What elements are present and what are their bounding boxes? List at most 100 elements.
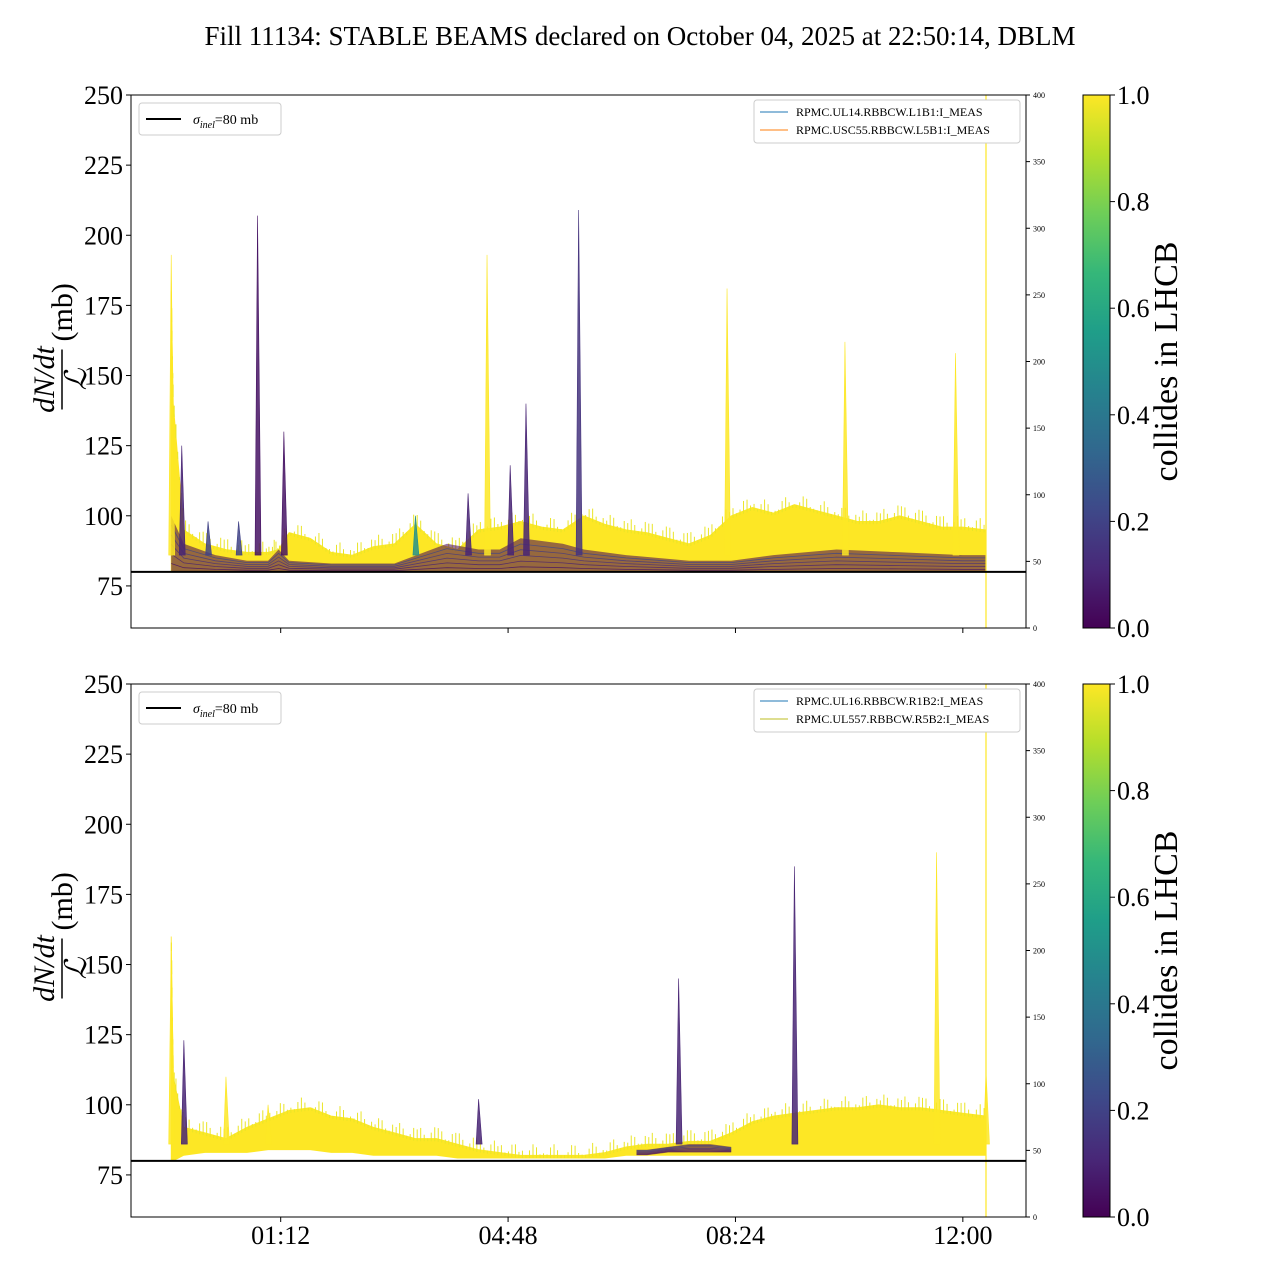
panel-bottom: 75 100 125 150 175 200 225 250 0 50 100 150 200 250 30… bbox=[28, 670, 1185, 1250]
right-ytick-label: 300 bbox=[1033, 813, 1045, 822]
colorbar-tick-label: 0.2 bbox=[1117, 1096, 1150, 1125]
panels: 75 100 125 150 175 200 225 250 0 50 100 150 200 250 30… bbox=[28, 81, 1185, 1250]
legend-rpmc-box bbox=[753, 99, 1021, 144]
colorbar-tick-label: 0.0 bbox=[1117, 1203, 1150, 1232]
purple-trace bbox=[636, 1146, 732, 1152]
colorbar-tick-label: 1.0 bbox=[1117, 81, 1150, 110]
legend-rpmc-label: RPMC.USC55.RBBCW.L5B1:I_MEAS bbox=[796, 123, 990, 137]
purple-trace bbox=[170, 553, 986, 570]
colorbar-gradient bbox=[1082, 683, 1111, 1218]
colorbar-tick-label: 0.4 bbox=[1117, 990, 1150, 1019]
legend-sigma-rest: =80 mb bbox=[215, 702, 258, 717]
spike-6 bbox=[791, 866, 799, 1145]
xtick-label: 08:24 bbox=[706, 1221, 765, 1250]
spike-13 bbox=[842, 341, 849, 556]
collides-purple-band bbox=[171, 515, 986, 572]
y-axis-label: dN/dt ℒ (mb) bbox=[28, 872, 93, 1002]
plot-area bbox=[168, 684, 990, 1217]
legend-sigma: σinel=80 mb bbox=[138, 691, 282, 725]
ytick-label: 75 bbox=[97, 572, 123, 601]
spike-7 bbox=[933, 852, 941, 1145]
right-ytick-label: 50 bbox=[1033, 1146, 1041, 1155]
right-ytick-label: 300 bbox=[1033, 224, 1045, 233]
legend-sigma-subscript: inel bbox=[200, 709, 215, 720]
right-ytick-label: 150 bbox=[1033, 1013, 1045, 1022]
panel-top: 75 100 125 150 175 200 225 250 0 50 100 150 200 250 30… bbox=[28, 81, 1185, 643]
spike-3 bbox=[235, 521, 243, 556]
ytick-label: 225 bbox=[84, 151, 123, 180]
spike-3 bbox=[265, 1104, 272, 1145]
colorbar-gradient bbox=[1082, 94, 1111, 629]
right-ytick-label: 150 bbox=[1033, 424, 1045, 433]
ytick-label: 225 bbox=[84, 740, 123, 769]
purple-trace bbox=[170, 534, 986, 567]
legend-rpmc-label: RPMC.UL14.RBBCW.L1B1:I_MEAS bbox=[796, 105, 983, 119]
y-axis-label: dN/dt ℒ (mb) bbox=[28, 283, 93, 413]
legend-rpmc-box bbox=[753, 688, 1021, 733]
legend-sigma-rest: =80 mb bbox=[215, 113, 258, 128]
spike-7 bbox=[465, 493, 472, 556]
right-ytick-label: 100 bbox=[1033, 1080, 1045, 1089]
right-ytick-label: 250 bbox=[1033, 291, 1045, 300]
spike-4 bbox=[254, 215, 262, 556]
right-ytick-label: 350 bbox=[1033, 158, 1045, 167]
ytick-label: 200 bbox=[84, 810, 123, 839]
colorbar-tick-label: 0.6 bbox=[1117, 883, 1150, 912]
spike-10 bbox=[523, 403, 530, 556]
colorbar-tick-label: 1.0 bbox=[1117, 670, 1150, 699]
purple-trace bbox=[636, 1149, 732, 1154]
colorbar-tick-label: 0.4 bbox=[1117, 401, 1150, 430]
right-ytick-label: 400 bbox=[1033, 91, 1045, 100]
right-ytick-label: 0 bbox=[1033, 1213, 1037, 1222]
figure-title: Fill 11134: STABLE BEAMS declared on Oct… bbox=[204, 21, 1075, 51]
spike-1 bbox=[178, 445, 186, 556]
purple-trace bbox=[636, 1145, 732, 1151]
legend-sigma-box bbox=[138, 691, 282, 725]
xtick-label: 12:00 bbox=[933, 1221, 992, 1250]
colorbar-tick-label: 0.2 bbox=[1117, 507, 1150, 536]
colorbar: 0.0 0.2 0.4 0.6 0.8 1.0 collides in LHCB bbox=[1082, 670, 1185, 1232]
colorbar-label: collides in LHCB bbox=[1148, 831, 1185, 1071]
ytick-label: 150 bbox=[84, 951, 123, 980]
ytick-label: 125 bbox=[84, 1021, 123, 1050]
spike-2 bbox=[223, 1076, 230, 1145]
colorbar-tick-label: 0.0 bbox=[1117, 614, 1150, 643]
ytick-label: 75 bbox=[97, 1161, 123, 1190]
spike-0 bbox=[168, 254, 176, 556]
right-ytick-label: 50 bbox=[1033, 557, 1041, 566]
legend-sigma-symbol: σ bbox=[193, 113, 201, 128]
y-label-denominator: ℒ bbox=[60, 956, 93, 979]
colorbar-tick-label: 0.8 bbox=[1117, 777, 1150, 806]
y-label-denominator: ℒ bbox=[60, 367, 93, 390]
purple-trace bbox=[636, 1150, 732, 1155]
spike-2 bbox=[205, 521, 212, 556]
xtick-label: 01:12 bbox=[251, 1221, 310, 1250]
legend-sigma-symbol: σ bbox=[193, 702, 201, 717]
ytick-label: 250 bbox=[84, 81, 123, 110]
ytick-label: 175 bbox=[84, 880, 123, 909]
ytick-label: 100 bbox=[84, 1091, 123, 1120]
colorbar-tick-label: 0.6 bbox=[1117, 294, 1150, 323]
legend-sigma: σinel=80 mb bbox=[138, 102, 282, 136]
right-ytick-label: 200 bbox=[1033, 358, 1045, 367]
collides-yellow-band bbox=[170, 936, 987, 1162]
right-ytick-label: 0 bbox=[1033, 624, 1037, 633]
legend-sigma-label: σinel=80 mb bbox=[193, 702, 258, 720]
spike-12 bbox=[724, 288, 731, 556]
spike-4 bbox=[475, 1099, 483, 1145]
legend-rpmc-label: RPMC.UL557.RBBCW.R5B2:I_MEAS bbox=[796, 712, 989, 726]
ytick-label: 125 bbox=[84, 432, 123, 461]
right-ytick-label: 250 bbox=[1033, 880, 1045, 889]
spike-8 bbox=[484, 254, 491, 556]
ytick-label: 150 bbox=[84, 362, 123, 391]
purple-trace bbox=[170, 525, 986, 566]
spike-9 bbox=[507, 465, 514, 556]
y-label-unit: (mb) bbox=[46, 283, 79, 341]
y-label-unit: (mb) bbox=[46, 872, 79, 930]
spike-5 bbox=[281, 431, 288, 556]
spike-14 bbox=[952, 353, 960, 556]
right-ytick-label: 350 bbox=[1033, 747, 1045, 756]
legend-sigma-subscript: inel bbox=[200, 120, 215, 131]
purple-trace bbox=[170, 544, 986, 569]
